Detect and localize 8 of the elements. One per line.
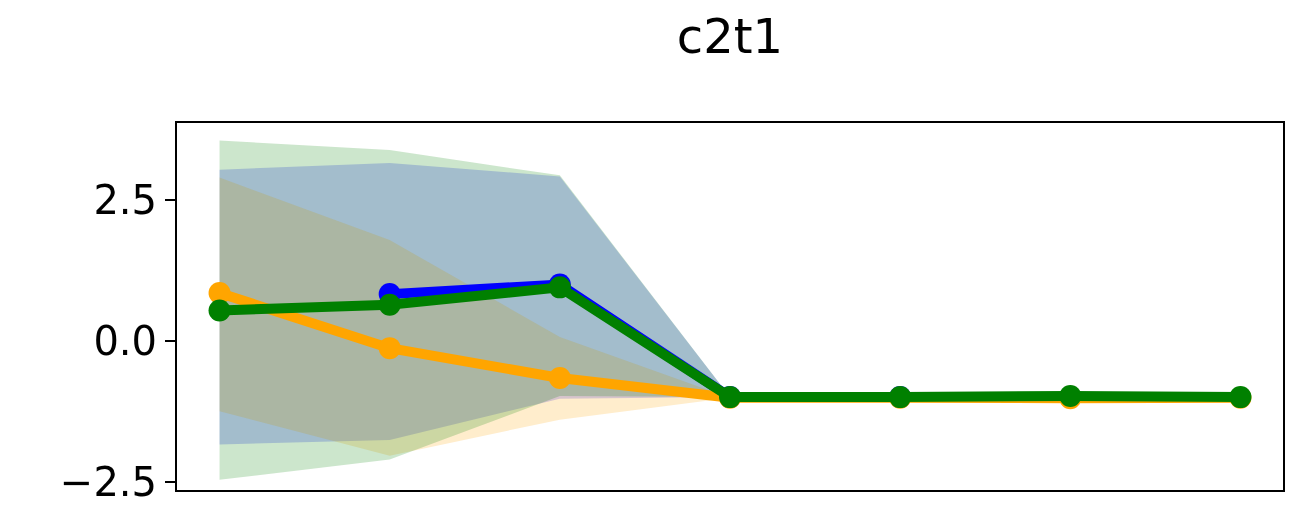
point: [378, 337, 401, 360]
y-tick-label: 0.0: [93, 317, 157, 364]
point: [548, 366, 571, 389]
y-tick-label: 2.5: [93, 177, 157, 224]
point: [208, 299, 231, 322]
y-tick-label: −2.5: [59, 458, 157, 505]
chart-title: c2t1: [676, 8, 784, 65]
point: [378, 293, 401, 316]
